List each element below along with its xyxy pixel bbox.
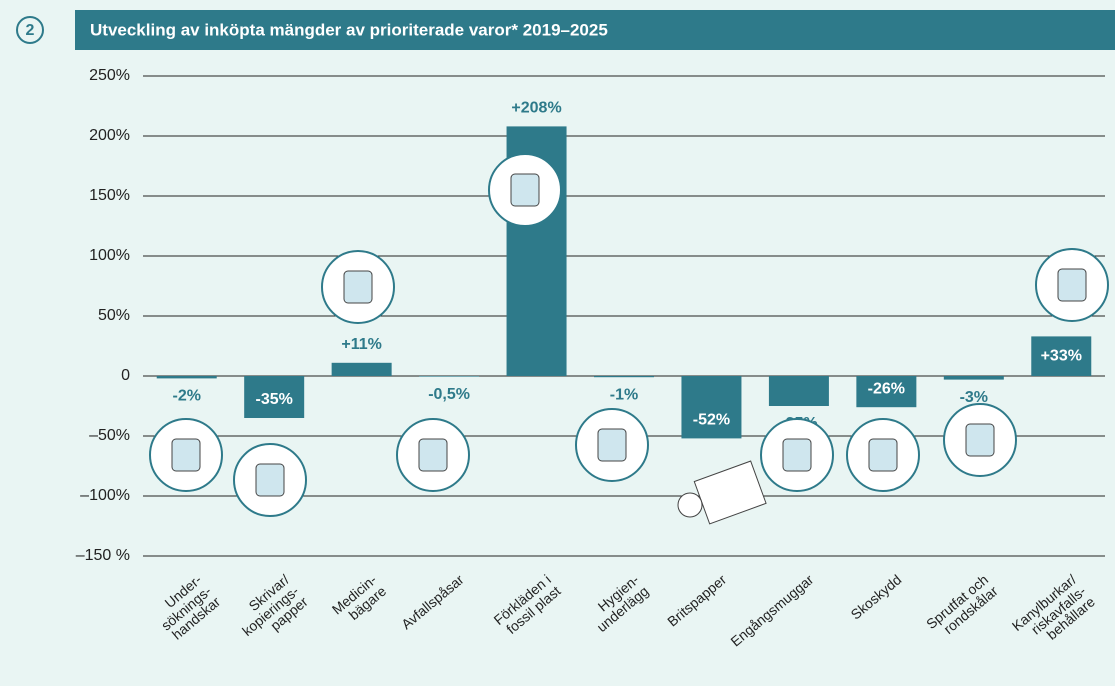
bar: [594, 376, 654, 378]
icon-glyph: [343, 270, 373, 304]
badge-circle: [16, 16, 44, 44]
y-tick-label: 50%: [98, 307, 130, 324]
icon: [677, 460, 767, 525]
y-tick-label: 150%: [89, 187, 130, 204]
y-tick-label: 200%: [89, 127, 130, 144]
bar: [419, 376, 480, 377]
y-tick-label: 250%: [89, 67, 130, 84]
icon-glyph: [418, 438, 448, 472]
bar: [156, 376, 217, 379]
icon-glyph: [171, 438, 201, 472]
y-tick-label: –50%: [89, 427, 130, 444]
bar: [768, 376, 829, 406]
badge: 2: [26, 22, 35, 39]
bar: [681, 376, 742, 439]
value-label: +33%: [1041, 348, 1082, 365]
y-tick-label: 0: [121, 367, 130, 384]
value-label: -35%: [256, 391, 293, 408]
bar: [856, 376, 917, 408]
y-tick-label: –100%: [80, 487, 130, 504]
icon-glyph: [1057, 268, 1087, 302]
value-label: -52%: [693, 412, 730, 429]
title-bar: [75, 10, 1115, 50]
bar: [331, 362, 392, 376]
icon-glyph: [255, 463, 285, 497]
chart-title: Utveckling av inköpta mängder av priorit…: [90, 20, 608, 39]
value-label: -0,5%: [428, 386, 470, 403]
bar: [943, 376, 1004, 380]
icon-glyph: [597, 428, 627, 462]
bar: [1031, 336, 1092, 376]
value-label: -2%: [173, 388, 201, 405]
value-label: -26%: [868, 380, 905, 397]
value-label: -1%: [610, 386, 638, 403]
icon-glyph: [965, 423, 995, 457]
icon-glyph: [868, 438, 898, 472]
bar: [244, 376, 305, 418]
y-tick-label: 100%: [89, 247, 130, 264]
value-label: +11%: [341, 336, 381, 353]
icon-roll: [677, 492, 703, 518]
value-label: -3%: [960, 389, 988, 406]
y-tick-label: –150 %: [76, 547, 130, 564]
icon-paper: [693, 460, 767, 525]
icon-glyph: [782, 438, 812, 472]
icon-glyph: [510, 173, 540, 207]
value-label: +208%: [511, 100, 561, 117]
